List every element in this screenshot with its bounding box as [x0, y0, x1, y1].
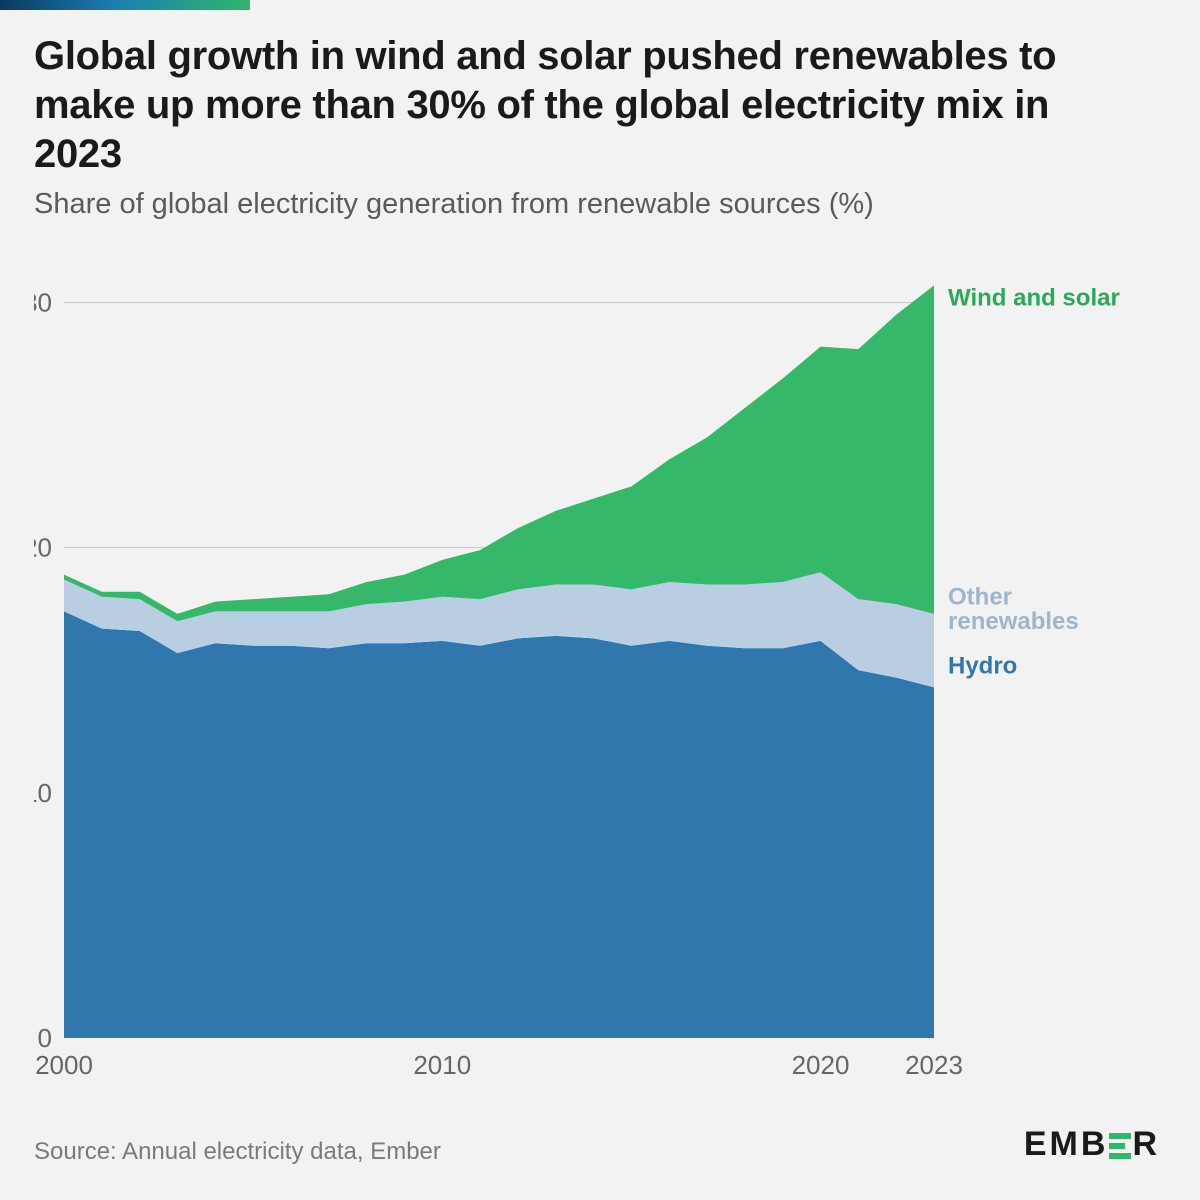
- label-hydro: Hydro: [948, 652, 1017, 679]
- chart-container: 0 10 20 30 2000 2010 2020 2023 Wind and solar O…: [34, 258, 1164, 1098]
- brand-stripe: [0, 0, 250, 10]
- area-chart: 0 10 20 30 2000 2010 2020 2023 Wind and solar O…: [34, 258, 1164, 1098]
- svg-text:30: 30: [34, 288, 52, 318]
- label-other-2: renewables: [948, 608, 1079, 635]
- svg-text:2010: 2010: [413, 1050, 471, 1080]
- svg-text:0: 0: [38, 1023, 52, 1053]
- svg-text:20: 20: [34, 533, 52, 563]
- label-wind-solar: Wind and solar: [948, 285, 1120, 312]
- chart-subtitle: Share of global electricity generation f…: [34, 188, 1140, 221]
- label-other-1: Other: [948, 584, 1012, 611]
- svg-text:2000: 2000: [35, 1050, 93, 1080]
- logo-e-icon: [1109, 1133, 1131, 1159]
- source-text: Source: Annual electricity data, Ember: [34, 1138, 441, 1166]
- svg-text:2020: 2020: [792, 1050, 850, 1080]
- area-wind_solar: [64, 285, 934, 621]
- area-hydro: [64, 611, 934, 1038]
- ember-logo: EMBR: [1024, 1125, 1160, 1164]
- svg-text:2023: 2023: [905, 1050, 963, 1080]
- chart-title: Global growth in wind and solar pushed r…: [34, 32, 1140, 178]
- svg-text:10: 10: [34, 778, 52, 808]
